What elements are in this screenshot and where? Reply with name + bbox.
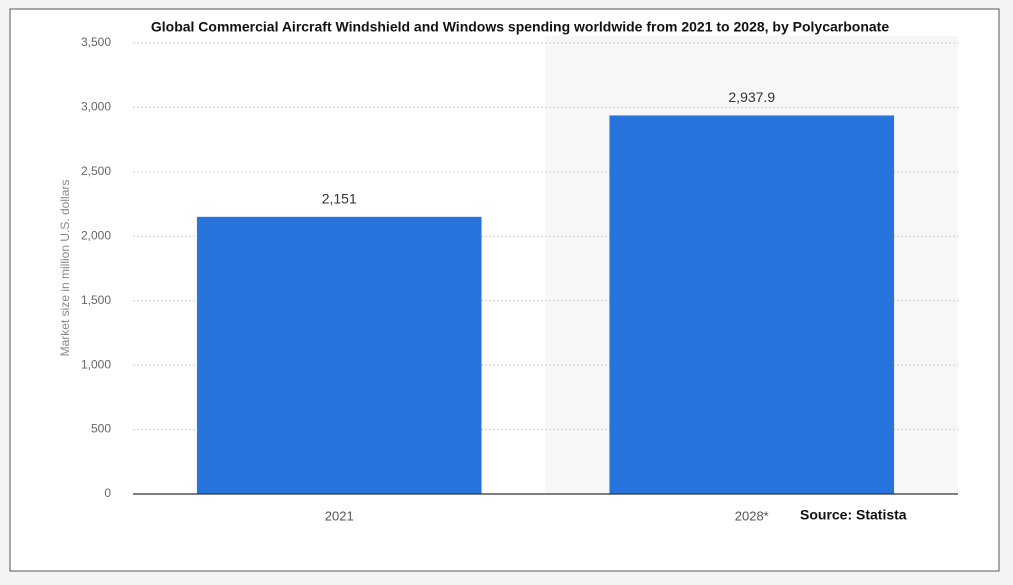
y-tick-label: 1,500 [81, 293, 111, 307]
value-label: 2,151 [322, 191, 357, 207]
y-tick-label: 500 [91, 422, 111, 436]
y-tick-label: 1,000 [81, 357, 111, 371]
y-tick-label: 0 [104, 486, 111, 500]
y-tick-label: 3,000 [81, 100, 111, 114]
y-tick-label: 2,000 [81, 228, 111, 242]
y-axis-label: Market size in million U.S. dollars [58, 180, 72, 357]
value-label: 2,937.9 [728, 89, 775, 105]
chart-title: Global Commercial Aircraft Windshield an… [151, 19, 889, 35]
x-tick-label: 2021 [325, 508, 354, 523]
x-tick-label: 2028* [735, 508, 769, 523]
bar [196, 216, 482, 494]
source: Source: Statista [800, 507, 907, 523]
y-tick-label: 3,500 [81, 35, 111, 49]
y-tick-label: 2,500 [81, 164, 111, 178]
bar [609, 115, 895, 494]
